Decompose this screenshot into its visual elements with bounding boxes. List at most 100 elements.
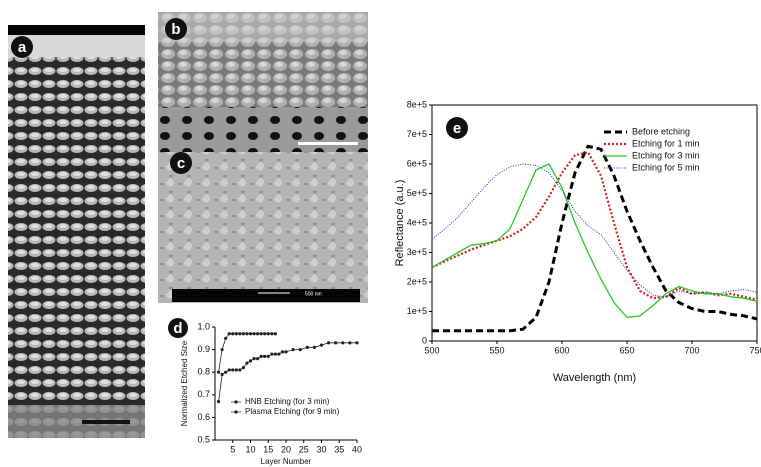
x-tick-label: 650 (619, 345, 634, 355)
point (341, 341, 345, 345)
point (273, 332, 277, 336)
series-line (432, 144, 758, 333)
legend-label: Before etching (632, 126, 690, 136)
point (216, 399, 221, 404)
point (259, 354, 263, 358)
x-tick-label: 30 (316, 444, 326, 454)
panel-badge (446, 117, 468, 139)
point (252, 332, 256, 336)
point (273, 352, 277, 356)
panel-label: e (453, 120, 461, 137)
series-line (431, 150, 758, 301)
y-tick-label: 0.8 (197, 367, 210, 377)
point (234, 368, 238, 372)
y-tick-label: 1e+5 (407, 306, 427, 316)
point (227, 332, 231, 336)
panel-label: b (171, 21, 180, 38)
panel-badge (168, 318, 188, 338)
x-tick-label: 700 (684, 345, 699, 355)
point (252, 357, 256, 361)
point (348, 341, 352, 345)
point (266, 354, 270, 358)
x-tick-label: 750 (749, 345, 761, 355)
point (270, 332, 274, 336)
series-line (431, 163, 758, 319)
y-tick-label: 3e+5 (407, 247, 427, 257)
x-tick-label: 10 (245, 444, 255, 454)
y-axis-label: Normalized Etched Size (180, 340, 189, 426)
y-tick-label: 2e+5 (407, 276, 427, 286)
point (312, 345, 316, 349)
point (224, 336, 228, 340)
point (355, 341, 359, 345)
series-line (218, 342, 357, 402)
sem-image-c: 500 nm c (158, 152, 368, 303)
x-tick-label: 20 (281, 444, 291, 454)
x-axis-label: Layer Number (261, 457, 312, 466)
point (241, 366, 245, 370)
x-tick-label: 550 (489, 345, 504, 355)
series-line (218, 333, 276, 373)
x-tick-label: 500 (424, 345, 439, 355)
panel-label: c (177, 155, 185, 172)
point (241, 332, 245, 336)
y-tick-label: 0.9 (197, 344, 210, 354)
point (256, 357, 260, 361)
point (220, 348, 224, 352)
x-tick-label: 15 (263, 444, 273, 454)
legend-marker (234, 400, 238, 404)
y-tick-label: 7e+5 (407, 129, 427, 139)
series-line (431, 163, 758, 298)
point (259, 332, 263, 336)
panel-label: d (173, 320, 182, 337)
sem-image-a: a (8, 25, 145, 438)
legend-label: Plasma Etching (for 9 min) (245, 407, 340, 416)
point (291, 348, 295, 352)
point (245, 361, 249, 365)
point (248, 332, 253, 336)
scale-text: 500 nm (305, 291, 322, 297)
point (266, 332, 270, 336)
point (263, 332, 267, 336)
x-tick-label: 5 (230, 444, 235, 454)
legend-marker (234, 410, 238, 414)
point (256, 332, 260, 336)
x-tick-label: 35 (334, 444, 344, 454)
point (319, 343, 324, 347)
point (227, 368, 231, 372)
y-tick-label: 0.6 (197, 412, 210, 422)
x-tick-label: 600 (554, 345, 569, 355)
sem-image-b: b (158, 12, 368, 152)
point (270, 352, 274, 356)
point (234, 332, 238, 336)
x-axis-label: Wavelength (nm) (553, 372, 636, 384)
x-tick-label: 40 (352, 444, 362, 454)
y-tick-label: 0.7 (197, 389, 210, 399)
y-tick-label: 5e+5 (407, 188, 427, 198)
x-tick-label: 25 (299, 444, 309, 454)
legend-label: Etching for 1 min (632, 138, 700, 148)
point (231, 332, 235, 336)
point (284, 350, 288, 354)
point (224, 370, 228, 374)
point (298, 348, 302, 352)
y-tick-label: 8e+5 (407, 99, 427, 109)
y-tick-label: 1.0 (197, 321, 210, 331)
point (231, 368, 235, 372)
point (245, 332, 249, 336)
y-tick-label: 6e+5 (407, 158, 427, 168)
point (263, 354, 267, 358)
point (216, 370, 221, 374)
point (238, 332, 242, 336)
point (305, 345, 309, 349)
legend-label: Etching for 5 min (632, 162, 700, 172)
panel-label: a (18, 39, 27, 56)
y-tick-label: 0 (422, 335, 427, 345)
point (277, 352, 281, 356)
legend-label: HNB Etching (for 3 min) (245, 397, 330, 406)
y-tick-label: 0.5 (197, 434, 210, 444)
point (238, 368, 242, 372)
point (334, 341, 338, 345)
y-axis-label: Reflectance (a.u.) (394, 180, 406, 267)
